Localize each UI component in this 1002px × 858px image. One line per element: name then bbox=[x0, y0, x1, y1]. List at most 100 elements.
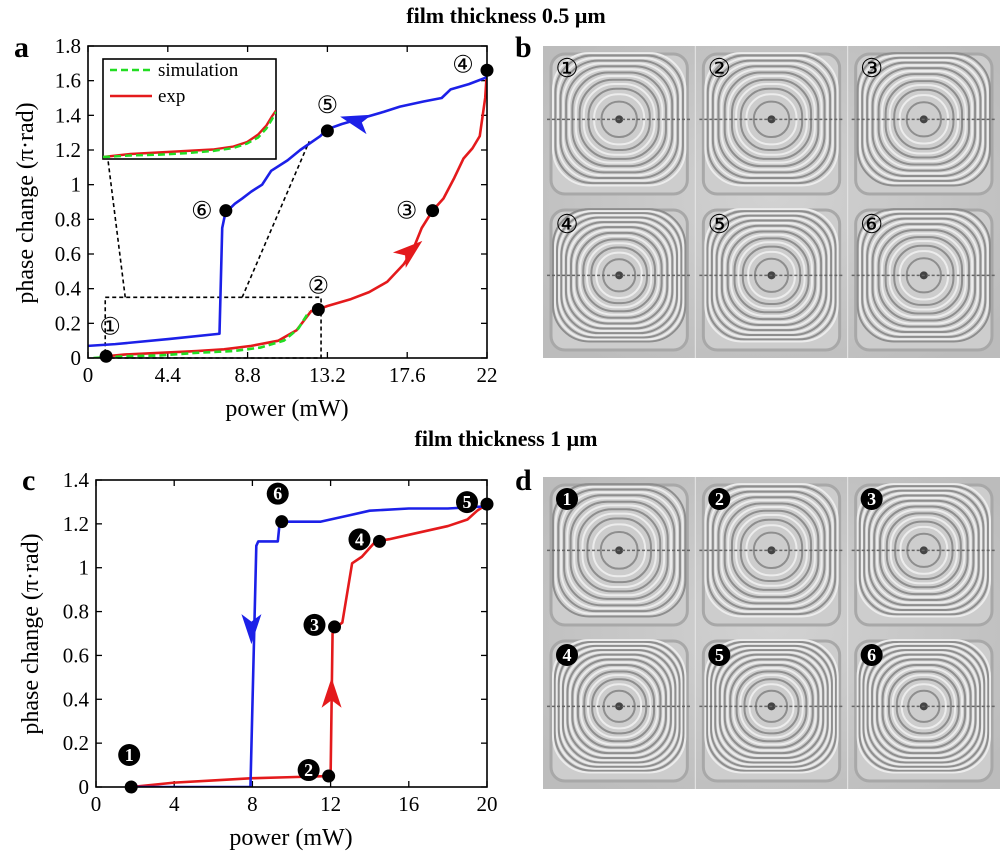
fringe-ring bbox=[870, 497, 978, 604]
frame-badge bbox=[860, 488, 883, 510]
y-tick-label: 0.2 bbox=[55, 311, 81, 335]
chart-a-series bbox=[88, 70, 487, 358]
marker-badge bbox=[456, 491, 478, 514]
x-tick-label: 4 bbox=[169, 792, 180, 816]
fringe-ring bbox=[575, 231, 663, 319]
series-line-blue bbox=[131, 505, 487, 787]
marker-badge bbox=[348, 528, 371, 551]
fringe-ring bbox=[865, 492, 983, 609]
frame-label: 4 bbox=[563, 645, 572, 665]
panel-label-a: a bbox=[14, 31, 29, 64]
bottom-title: film thickness 1 μm bbox=[415, 426, 598, 451]
y-tick-label: 0.6 bbox=[55, 242, 81, 266]
y-tick-label: 0 bbox=[79, 775, 90, 799]
frame-label: 6 bbox=[867, 645, 876, 665]
fringe-ring bbox=[713, 217, 830, 334]
y-tick-label: 0.8 bbox=[55, 207, 81, 231]
legend-label: exp bbox=[158, 86, 185, 107]
image-grid-b: ① ② ③ ④ ⑤ ⑥ bbox=[543, 46, 1000, 358]
x-tick-label: 20 bbox=[477, 792, 498, 816]
fringe-ring bbox=[752, 100, 791, 139]
panel-label-b: b bbox=[515, 31, 532, 64]
series-line-exp bbox=[106, 70, 487, 358]
d-frame: 3 bbox=[847, 477, 996, 633]
b-frame: ② bbox=[694, 46, 844, 202]
d-frame: 6 bbox=[847, 633, 996, 789]
y-tick-label: 1.6 bbox=[55, 69, 81, 93]
y-tick-label: 1.4 bbox=[55, 103, 82, 127]
chart-c-markers: 1 2 3 4 5 6 bbox=[118, 482, 494, 794]
frame-badge bbox=[708, 488, 731, 510]
y-tick-label: 0 bbox=[71, 346, 82, 370]
marker-badge bbox=[118, 744, 141, 766]
d-frame: 5 bbox=[694, 633, 844, 789]
chart-c-xlabel: power (mW) bbox=[229, 825, 352, 851]
chart-c-arrows bbox=[241, 614, 342, 708]
x-tick-label: 22 bbox=[477, 363, 498, 387]
fringe-ring bbox=[718, 222, 825, 329]
image-grid-d: 1 2 3 4 5 6 bbox=[543, 477, 1000, 789]
panel-label-c: c bbox=[22, 464, 35, 497]
chart-a-inset: simulation exp bbox=[102, 58, 277, 160]
fringe-ring bbox=[860, 642, 988, 770]
marker-label: ① bbox=[99, 314, 121, 340]
frame-badge bbox=[556, 644, 578, 666]
chart-a: 0 4.4 8.8 13.2 17.6 22 0 0.2 0.4 0.6 0.8 1 1.2 1.4 1.6… bbox=[13, 34, 498, 422]
data-point bbox=[99, 349, 113, 363]
chart-a-markers: ① ② ③ ④ ⑤ ⑥ bbox=[99, 52, 494, 363]
chart-a-arrows bbox=[340, 114, 423, 268]
x-tick-label: 17.6 bbox=[389, 363, 426, 387]
frame-label: 1 bbox=[563, 489, 572, 509]
y-tick-label: 1 bbox=[71, 173, 82, 197]
data-point bbox=[328, 620, 342, 634]
b-frame: ③ bbox=[847, 46, 996, 202]
panel-label-d: d bbox=[515, 464, 532, 497]
fringe-ring bbox=[555, 642, 683, 770]
x-tick-label: 8.8 bbox=[234, 363, 260, 387]
y-tick-label: 1.4 bbox=[63, 468, 90, 492]
marker-badge bbox=[297, 759, 320, 782]
d-frame: 1 bbox=[547, 483, 692, 627]
marker-badge bbox=[303, 613, 326, 636]
x-tick-label: 13.2 bbox=[309, 363, 346, 387]
x-tick-label: 0 bbox=[83, 363, 94, 387]
frame-badge bbox=[860, 644, 883, 666]
frame-label: ④ bbox=[555, 210, 578, 239]
data-point bbox=[275, 515, 289, 529]
frame-label: ① bbox=[555, 54, 578, 83]
data-point bbox=[426, 204, 440, 218]
zoom-box bbox=[104, 296, 322, 359]
marker-badge bbox=[266, 482, 289, 505]
y-tick-label: 0.2 bbox=[63, 731, 89, 755]
marker-label: 6 bbox=[273, 484, 282, 504]
top-title: film thickness 0.5 μm bbox=[406, 3, 605, 28]
fringe-ring bbox=[708, 642, 835, 770]
y-tick-label: 0.8 bbox=[63, 600, 89, 624]
chart-a-frame bbox=[87, 45, 488, 359]
fringe-ring bbox=[752, 531, 791, 570]
marker-label: 3 bbox=[310, 615, 319, 635]
legend-label: simulation bbox=[158, 60, 239, 81]
x-tick-label: 8 bbox=[247, 792, 258, 816]
marker-label: 2 bbox=[304, 760, 313, 780]
b-frame: ⑥ bbox=[847, 202, 996, 358]
zoom-connector bbox=[107, 159, 127, 298]
data-point bbox=[311, 302, 325, 316]
chart-a-zoom-lines bbox=[104, 141, 322, 359]
y-tick-label: 0.6 bbox=[63, 643, 89, 667]
marker-label: ③ bbox=[396, 199, 418, 225]
marker-label: ② bbox=[308, 273, 330, 299]
b-frame: ① bbox=[547, 52, 692, 196]
x-tick-label: 16 bbox=[398, 792, 419, 816]
b-frame: ⑤ bbox=[694, 202, 844, 358]
inset-simulation-line bbox=[103, 111, 276, 159]
marker-label: 5 bbox=[463, 492, 472, 512]
b-frame: ④ bbox=[547, 208, 692, 352]
fringe-ring bbox=[600, 100, 638, 139]
fringe-ring bbox=[590, 246, 648, 305]
chart-a-ylabel: phase change (π·rad) bbox=[13, 102, 39, 303]
frame-label: ③ bbox=[860, 54, 883, 83]
d-frame: 2 bbox=[694, 477, 844, 633]
x-tick-label: 4.4 bbox=[155, 363, 182, 387]
